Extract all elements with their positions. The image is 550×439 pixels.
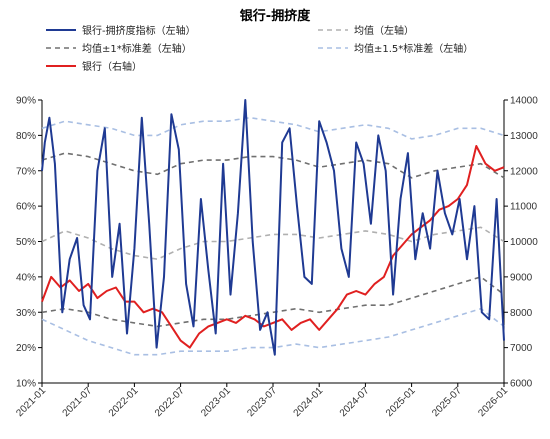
series-line-0 bbox=[41, 99, 505, 356]
x-tick-label: 2025-07 bbox=[430, 385, 464, 419]
y-left-tick-label: 40% bbox=[16, 272, 36, 283]
chart-title: 银行-拥挤度 bbox=[240, 8, 311, 24]
y-left-tick-label: 20% bbox=[16, 343, 36, 354]
x-tick-label: 2021-01 bbox=[14, 385, 48, 419]
y-left-tick-label: 10% bbox=[16, 379, 36, 390]
legend-label: 均值（左轴） bbox=[354, 24, 414, 37]
x-tick-label: 2024-07 bbox=[338, 385, 372, 419]
y-right-tick-label: 10000 bbox=[510, 237, 538, 248]
y-left-tick-label: 50% bbox=[16, 237, 36, 248]
legend-label: 均值±1*标准差（左轴） bbox=[82, 42, 192, 55]
x-tick-label: 2022-01 bbox=[107, 385, 141, 419]
x-tick-label: 2021-07 bbox=[61, 385, 95, 419]
y-left-tick-label: 30% bbox=[16, 308, 36, 319]
series-line-2 bbox=[41, 152, 505, 179]
y-left-tick-label: 60% bbox=[16, 202, 36, 213]
x-tick-label: 2024-01 bbox=[292, 385, 326, 419]
y-right-tick-label: 8000 bbox=[510, 308, 533, 319]
x-tick-label: 2023-07 bbox=[245, 385, 279, 419]
y-right-tick-label: 12000 bbox=[510, 166, 538, 177]
y-left-tick-label: 80% bbox=[16, 131, 36, 142]
x-tick-label: 2022-07 bbox=[153, 385, 187, 419]
y-right-tick-label: 11000 bbox=[510, 202, 538, 213]
y-right-tick-label: 13000 bbox=[510, 131, 538, 142]
series-line-4 bbox=[41, 116, 505, 140]
legend-label: 均值±1.5*标准差（左轴） bbox=[354, 42, 473, 55]
plot-area bbox=[41, 99, 505, 356]
y-left-tick-label: 70% bbox=[16, 166, 36, 177]
x-tick-label: 2026-01 bbox=[476, 385, 510, 419]
y-right-tick-label: 9000 bbox=[510, 272, 533, 283]
y-right-tick-label: 7000 bbox=[510, 343, 533, 354]
y-right-tick-label: 14000 bbox=[510, 96, 538, 107]
y-left-tick-label: 90% bbox=[16, 96, 36, 107]
y-right-tick-label: 6000 bbox=[510, 379, 533, 390]
legend-label: 银行-拥挤度指标（左轴） bbox=[82, 24, 196, 37]
legend-label: 银行（右轴） bbox=[82, 60, 142, 73]
x-tick-label: 2023-01 bbox=[199, 385, 233, 419]
series-line-6 bbox=[41, 145, 505, 349]
legend: 银行-拥挤度指标（左轴） 均值±1*标准差（左轴） 银行（右轴） 均值（左轴） 均值±1… bbox=[46, 24, 473, 73]
x-tick-label: 2025-01 bbox=[384, 385, 418, 419]
series-line-3 bbox=[41, 276, 505, 328]
